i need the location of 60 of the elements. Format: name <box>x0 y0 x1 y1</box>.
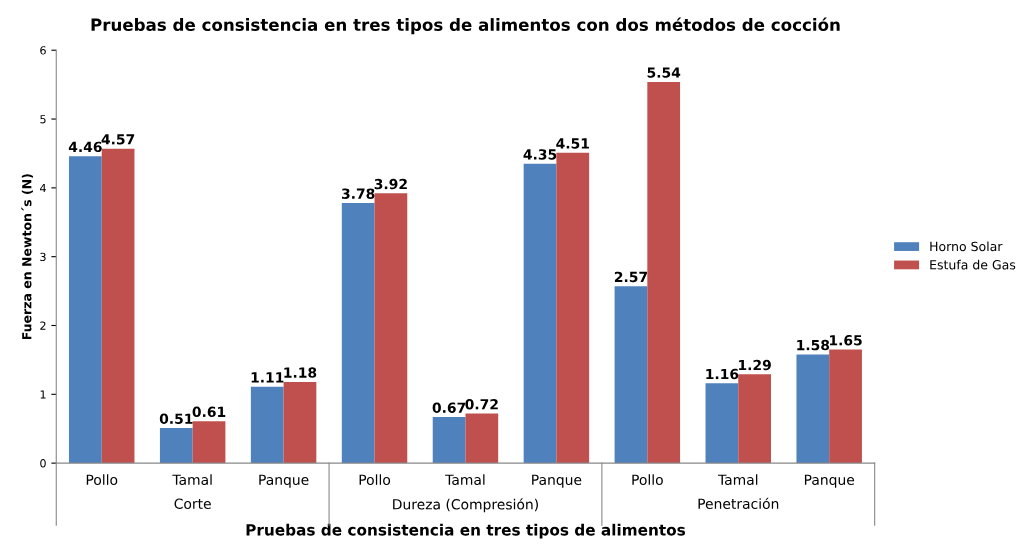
bar <box>705 383 739 464</box>
bar <box>101 148 135 464</box>
data-label: 1.29 <box>739 359 771 371</box>
bar <box>341 203 375 464</box>
bar <box>647 81 681 464</box>
y-tick-label: 5 <box>40 115 46 124</box>
x-tick-label: Panque <box>804 474 855 488</box>
bar <box>738 374 771 464</box>
x-tick-label: Pollo <box>86 474 118 485</box>
bar <box>250 386 284 464</box>
text: Dureza (Compresión) <box>393 498 538 513</box>
y-tick-label: 2 <box>40 321 46 330</box>
y-tick-label: 4 <box>40 183 46 193</box>
bar <box>192 421 226 464</box>
data-label: 5.54 <box>647 67 681 78</box>
bar <box>69 156 102 464</box>
data-label: 1.58 <box>797 339 830 351</box>
data-label: 3.92 <box>374 178 407 190</box>
x-tick-label: Tamal <box>172 474 212 485</box>
y-tick-label: 0 <box>40 459 46 468</box>
data-label: 0.51 <box>159 413 193 424</box>
data-label: 4.35 <box>523 149 557 160</box>
data-label: 1.16 <box>706 368 739 380</box>
x-tick-label: Tamal <box>445 474 485 485</box>
data-label: 0.61 <box>192 406 226 418</box>
y-tick-label: 6 <box>40 46 46 55</box>
y-axis-title: Fuerza en Newton´s (N) <box>21 174 33 340</box>
text: Penetración <box>698 497 779 509</box>
chart-title: Pruebas de consistencia en tres tipos de alimentos con dos métodos de cocción <box>91 17 840 35</box>
bar <box>283 381 317 464</box>
x-axis-title: Pruebas de consistencia en tres tipos de alimentos <box>246 523 686 539</box>
bar <box>614 286 648 464</box>
data-label: 4.46 <box>68 141 102 153</box>
legend-label: Horno Solar <box>930 241 1003 252</box>
data-label: 1.18 <box>284 367 317 378</box>
data-label: 0.72 <box>465 399 498 410</box>
data-label: 3.78 <box>341 188 375 199</box>
x-tick-label: Panque <box>532 474 582 488</box>
data-label: 4.57 <box>101 134 135 145</box>
bar <box>523 163 557 464</box>
bar <box>829 349 862 464</box>
bar <box>432 417 466 464</box>
text: Corte <box>174 498 211 509</box>
bar <box>796 354 830 464</box>
data-label: 4.51 <box>556 138 589 149</box>
data-label: 1.65 <box>830 335 862 346</box>
x-tick-label: Panque <box>259 474 309 488</box>
bar <box>556 152 590 464</box>
data-label: 1.11 <box>251 372 284 383</box>
bar <box>374 193 408 464</box>
y-tick-label: 3 <box>40 252 46 262</box>
legend-label: Estufa de Gas <box>930 259 1016 270</box>
data-label: 2.57 <box>614 271 647 283</box>
data-label: 0.67 <box>432 402 466 413</box>
x-tick-label: Pollo <box>359 474 391 485</box>
y-tick-label: 1 <box>40 390 46 399</box>
bar <box>465 413 499 464</box>
x-tick-label: Pollo <box>632 474 663 485</box>
bar <box>159 428 193 464</box>
x-tick-label: Tamal <box>717 474 758 485</box>
